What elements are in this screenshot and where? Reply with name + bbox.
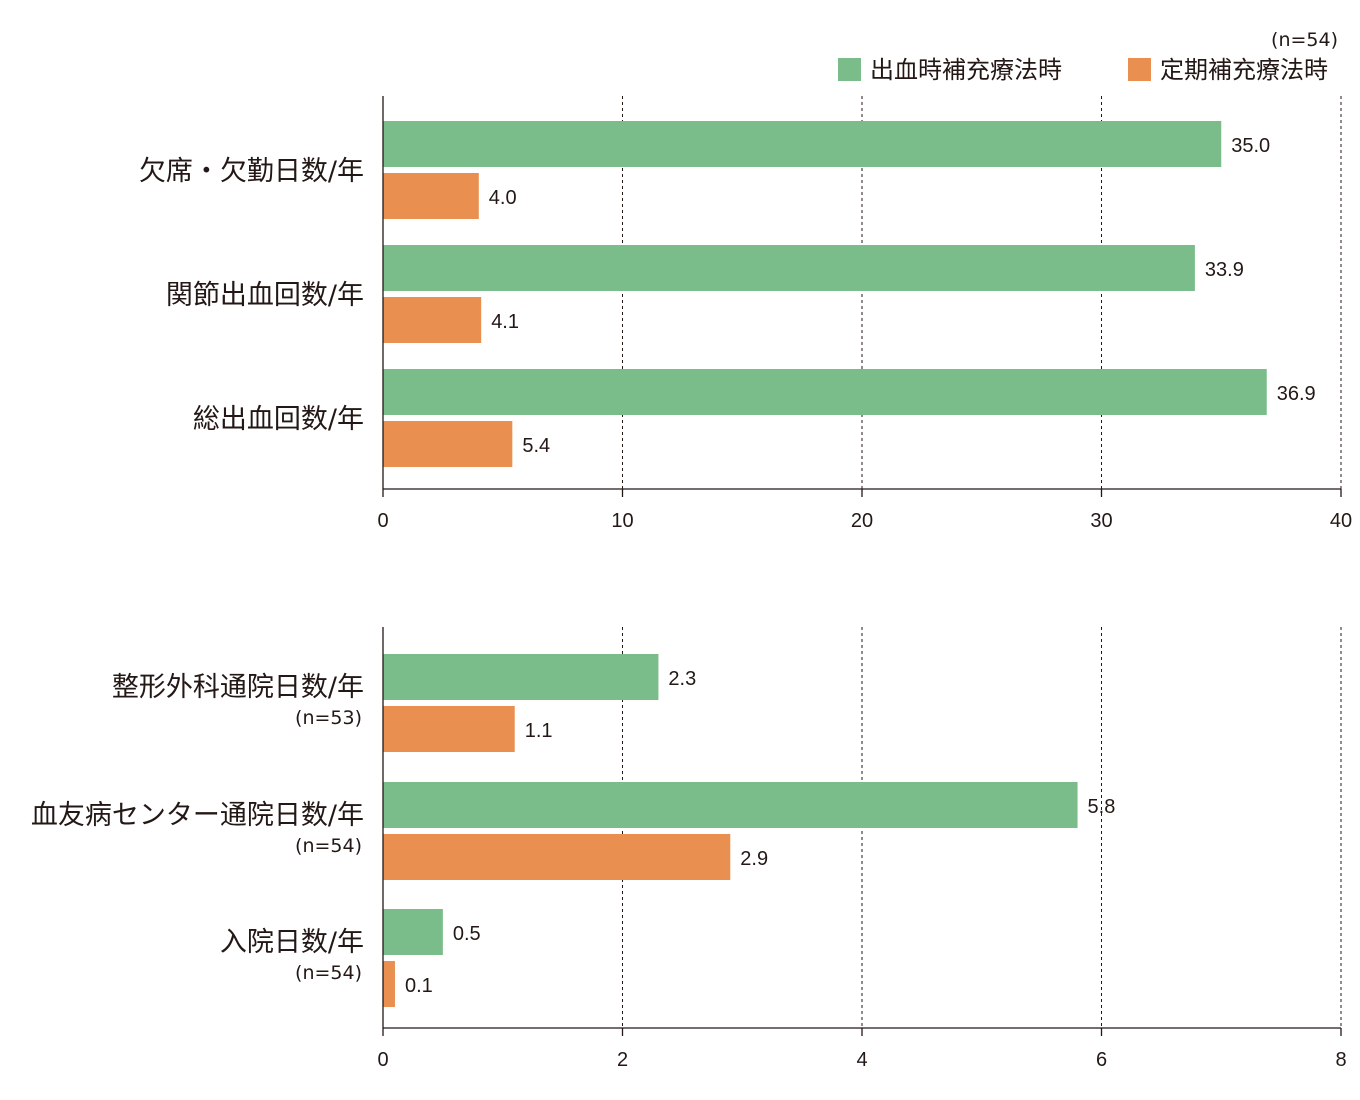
bar	[383, 654, 659, 700]
x-tick-label: 20	[851, 510, 873, 532]
bar-value-label: 2.9	[740, 848, 768, 870]
bar-value-label: 4.0	[489, 187, 517, 209]
bar-value-label: 5.4	[522, 435, 550, 457]
chart-panel-top: 35.0 33.9 36.9 4.0 4.1 5.4 欠席・欠勤日数/年関節出血回数/年総出…	[139, 96, 1352, 532]
legend-label-on-demand: 出血時補充療法時	[870, 56, 1062, 84]
category-label: 入院日数/年	[220, 927, 364, 958]
bar-value-label: 36.9	[1277, 383, 1316, 405]
bar-value-label: 1.1	[525, 720, 553, 742]
bar-value-label: 0.1	[405, 975, 433, 997]
bar	[383, 706, 515, 752]
bar	[383, 245, 1195, 291]
x-tick-label: 6	[1096, 1049, 1107, 1071]
bar	[383, 834, 731, 880]
bar-value-label: 35.0	[1231, 135, 1270, 157]
bar	[383, 121, 1222, 167]
x-tick-label: 40	[1330, 510, 1352, 532]
category-label: 総出血回数/年	[193, 404, 364, 435]
x-tick-label: 10	[611, 510, 633, 532]
bar	[383, 782, 1078, 828]
category-sample-note: (n=54)	[295, 835, 362, 857]
legend-swatch-on-demand	[838, 58, 861, 81]
bar	[383, 369, 1267, 415]
category-sample-note: (n=54)	[295, 962, 362, 984]
category-label: 欠席・欠勤日数/年	[139, 156, 364, 187]
category-label: 血友病センター通院日数/年	[31, 800, 364, 831]
legend: 出血時補充療法時 定期補充療法時	[838, 56, 1328, 84]
category-label: 関節出血回数/年	[166, 280, 364, 311]
x-tick-label: 30	[1090, 510, 1112, 532]
bar-value-label: 4.1	[491, 311, 519, 333]
bar-value-label: 2.3	[668, 668, 696, 690]
legend-label-prophylaxis: 定期補充療法時	[1160, 56, 1328, 84]
bar	[383, 173, 479, 219]
category-sample-note: (n=53)	[295, 707, 362, 729]
category-label: 整形外科通院日数/年	[112, 672, 364, 703]
bar-value-label: 5.8	[1088, 796, 1116, 818]
x-tick-label: 2	[617, 1049, 628, 1071]
x-tick-label: 0	[377, 1049, 388, 1071]
bar-value-label: 33.9	[1205, 259, 1244, 281]
chart-panel-bottom: 2.3 5.8 0.5 1.1 2.9 0.1 整形外科通院日数/年 (n=53) 血友病センタ…	[31, 627, 1347, 1071]
bar	[383, 297, 482, 343]
bar	[383, 961, 395, 1007]
bar	[383, 421, 513, 467]
x-tick-label: 0	[377, 510, 388, 532]
sample-size-note: (n=54)	[1271, 29, 1338, 51]
legend-swatch-prophylaxis	[1128, 58, 1151, 81]
bar-value-label: 0.5	[453, 923, 481, 945]
bar	[383, 909, 443, 955]
x-tick-label: 4	[856, 1049, 867, 1071]
x-tick-label: 8	[1335, 1049, 1346, 1071]
